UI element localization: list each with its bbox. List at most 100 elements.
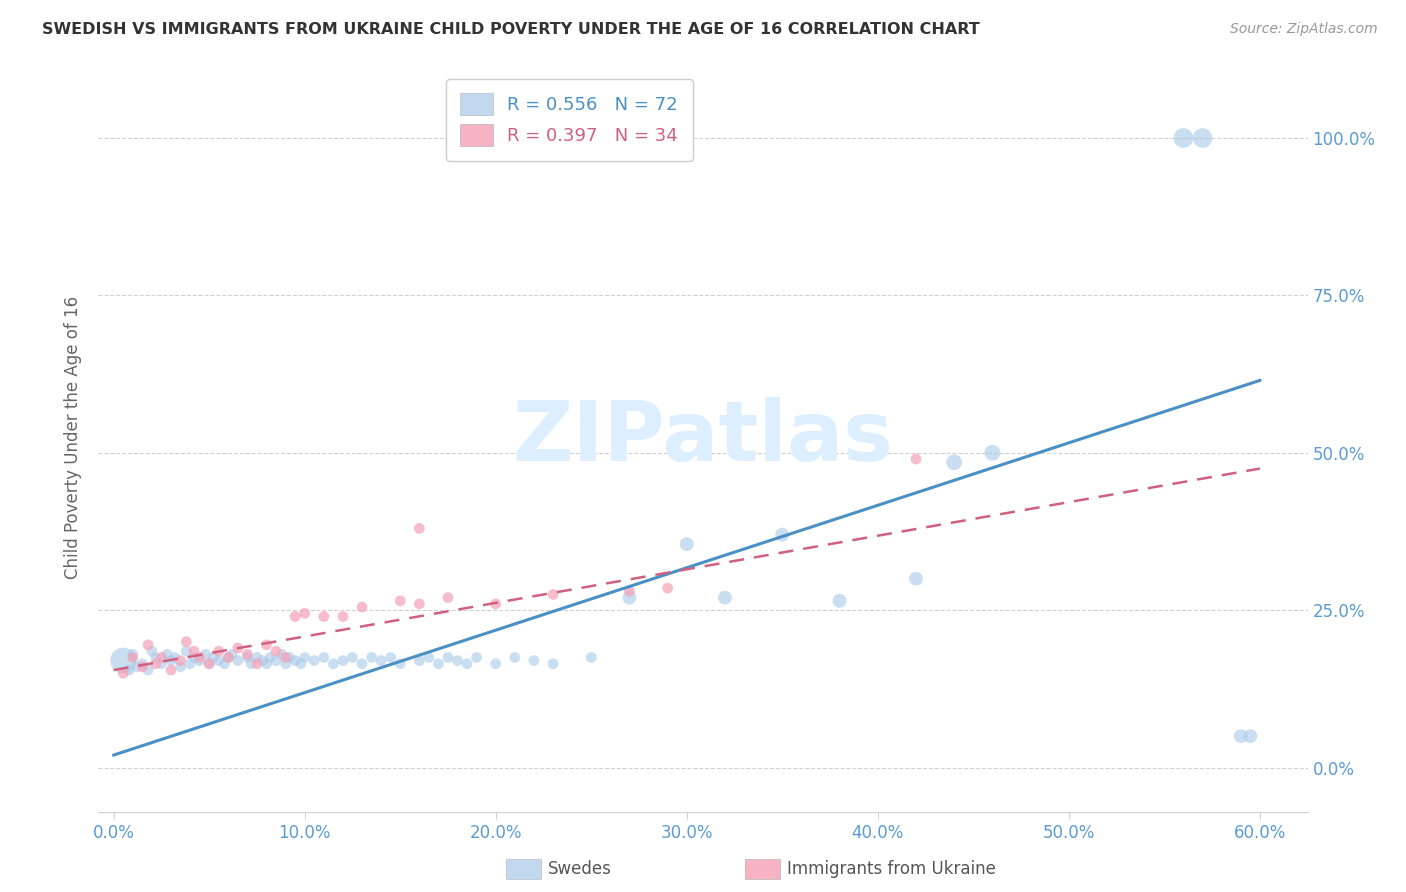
Point [136,638,159,652]
Point [150,657,173,671]
Point [408,521,430,535]
Point [188,654,211,668]
Point [131,657,153,671]
Point [1173,131,1195,145]
Point [236,650,259,665]
Point [252,654,274,668]
Point [370,654,392,668]
Point [294,650,316,665]
Point [581,650,603,665]
Point [217,650,239,665]
Point [217,650,239,665]
Point [259,650,281,665]
Point [118,663,141,677]
Point [174,634,197,648]
Point [236,648,259,662]
Point [188,650,211,665]
Point [274,650,297,665]
Point [389,594,412,608]
Point [198,657,221,671]
Point [408,597,430,611]
Point [226,640,249,655]
Point [240,657,263,671]
Text: SWEDISH VS IMMIGRANTS FROM UKRAINE CHILD POVERTY UNDER THE AGE OF 16 CORRELATION: SWEDISH VS IMMIGRANTS FROM UKRAINE CHILD… [42,22,980,37]
Point [904,452,927,467]
Point [312,650,335,665]
Point [278,650,301,665]
Point [264,654,287,668]
Point [675,537,697,551]
Point [408,654,430,668]
Point [770,527,793,541]
Point [256,657,278,671]
Point [714,591,737,605]
Point [284,654,307,668]
Point [169,654,191,668]
Point [332,654,354,668]
Point [169,660,191,674]
Point [160,663,183,677]
Point [125,660,148,674]
Point [503,650,526,665]
Text: Swedes: Swedes [548,860,612,878]
Point [208,644,231,658]
Point [418,650,440,665]
Point [456,657,478,671]
Point [485,657,508,671]
Point [183,650,205,665]
Point [145,657,167,671]
Point [541,657,564,671]
Point [221,648,243,662]
Point [160,654,183,668]
Point [304,654,326,668]
Point [284,609,307,624]
Point [523,654,546,668]
Point [904,572,927,586]
Point [981,446,1004,460]
Point [112,666,135,681]
Point [256,638,278,652]
Point [350,657,373,671]
Point [1191,131,1213,145]
Point [270,648,292,662]
Point [150,650,173,665]
Point [828,594,851,608]
Point [619,591,641,605]
Point [380,650,402,665]
Point [145,650,167,665]
Point [274,657,297,671]
Point [264,644,287,658]
Text: ZIPatlas: ZIPatlas [513,397,893,477]
Point [389,657,412,671]
Point [208,654,231,668]
Point [437,650,460,665]
Text: Immigrants from Ukraine: Immigrants from Ukraine [787,860,997,878]
Point [163,650,186,665]
Point [174,644,197,658]
Point [179,657,201,671]
Point [342,650,364,665]
Point [202,650,225,665]
Point [437,591,460,605]
Point [226,654,249,668]
Point [485,597,508,611]
Point [465,650,488,665]
Point [1239,729,1261,743]
Point [112,654,135,668]
Point [619,584,641,599]
Point [246,657,269,671]
Point [246,650,269,665]
Point [657,581,679,595]
Y-axis label: Child Poverty Under the Age of 16: Child Poverty Under the Age of 16 [65,295,83,579]
Point [541,587,564,601]
Legend: R = 0.556   N = 72, R = 0.397   N = 34: R = 0.556 N = 72, R = 0.397 N = 34 [446,79,693,161]
Point [1229,729,1251,743]
Point [360,650,382,665]
Point [136,663,159,677]
Point [332,609,354,624]
Point [131,660,153,674]
Point [121,648,143,662]
Point [322,657,344,671]
Point [183,644,205,658]
Point [214,657,236,671]
